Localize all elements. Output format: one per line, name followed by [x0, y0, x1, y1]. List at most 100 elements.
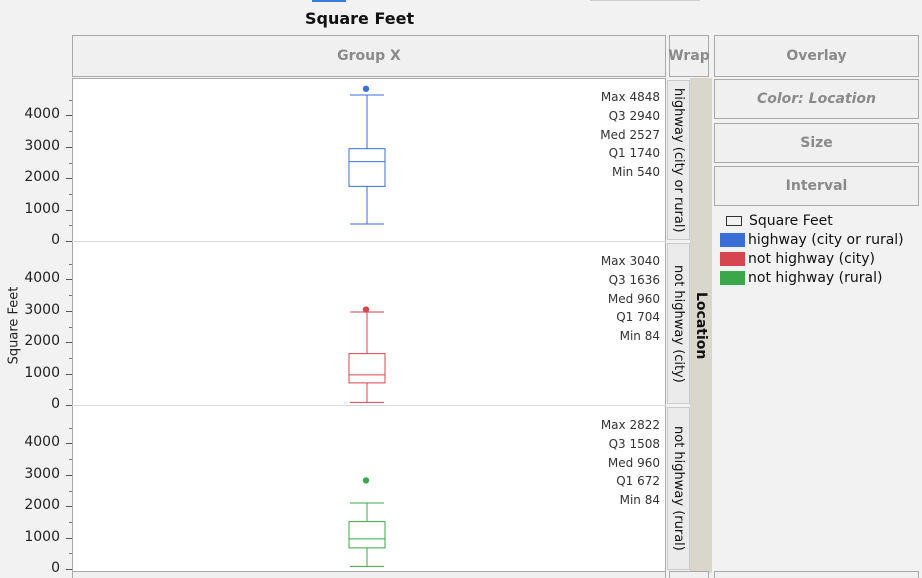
bottom-zone	[72, 571, 666, 578]
legend-item[interactable]: not highway (rural)	[720, 268, 904, 287]
summary-stats: Max 2822 Q3 1508 Med 960 Q1 672 Min 84	[560, 416, 660, 510]
y-tick-label: 0	[51, 560, 60, 576]
y-tick-label: 4000	[24, 434, 60, 451]
y-minor-tick	[69, 295, 72, 297]
y-tick-label: 4000	[24, 270, 60, 287]
y-minor-tick	[69, 389, 72, 391]
y-tick-label: 1000	[24, 200, 60, 217]
legend-item[interactable]: not highway (city)	[720, 249, 904, 268]
y-tick-label: 2000	[24, 333, 60, 350]
y-tick-mark	[66, 115, 72, 117]
wrap-zone[interactable]: Wrap	[668, 35, 710, 77]
y-tick-mark	[66, 342, 72, 344]
y-tick-label: 3000	[24, 137, 60, 154]
stat-line: Q1 704	[616, 310, 660, 325]
legend-title-row: Square Feet	[720, 211, 904, 230]
y-tick-mark	[66, 279, 72, 281]
stat-line: Min 84	[619, 329, 660, 344]
legend-swatch	[720, 251, 745, 266]
y-tick-mark	[66, 537, 72, 539]
outlier-point	[362, 477, 370, 484]
y-minor-tick	[69, 553, 72, 555]
panel-divider	[72, 241, 666, 242]
wrap-strip-3: not highway (rural)	[667, 407, 690, 570]
group-x-zone[interactable]: Group X	[72, 35, 666, 77]
y-tick-mark	[66, 373, 72, 375]
legend-label: not highway (rural)	[748, 269, 883, 286]
y-tick-label: 1000	[24, 528, 60, 545]
wrap-strip-label: not highway (rural)	[671, 426, 686, 551]
y-tick-label: 2000	[24, 497, 60, 514]
y-minor-tick	[69, 162, 72, 164]
legend-item[interactable]: highway (city or rural)	[720, 230, 904, 249]
stat-line: Med 960	[607, 291, 660, 306]
legend-label: highway (city or rural)	[748, 231, 904, 248]
stat-line: Q3 1508	[608, 436, 660, 451]
legend-swatch	[720, 270, 745, 285]
graph-title: Square Feet	[305, 9, 415, 28]
iqr-box	[348, 521, 386, 549]
y-tick-mark	[66, 443, 72, 445]
iqr-box	[348, 148, 386, 187]
y-tick-label: 3000	[24, 465, 60, 482]
panel-divider	[72, 405, 666, 406]
y-tick-mark	[66, 310, 72, 312]
y-tick-mark	[66, 474, 72, 476]
box-plot-icon	[726, 215, 742, 226]
wrap-strip-1: highway (city or rural)	[667, 80, 690, 240]
y-minor-tick	[69, 459, 72, 461]
y-tick-mark	[66, 506, 72, 508]
summary-stats: Max 3040 Q3 1636 Med 960 Q1 704 Min 84	[560, 252, 660, 346]
wrap-strip-label: not highway (city)	[671, 264, 686, 383]
size-zone[interactable]: Size	[714, 123, 919, 163]
stat-line: Q1 672	[616, 474, 660, 489]
y-tick-mark	[66, 146, 72, 148]
tab-divider	[590, 0, 700, 1]
y-tick-label: 0	[51, 232, 60, 248]
interval-zone[interactable]: Interval	[714, 166, 919, 206]
overlay-zone[interactable]: Overlay	[714, 35, 919, 77]
wrap-strip-label: highway (city or rural)	[671, 87, 686, 233]
stat-line: Max 2822	[600, 418, 660, 432]
y-tick-mark	[66, 241, 72, 242]
stat-line: Q1 1740	[608, 146, 660, 161]
legend-title: Square Feet	[749, 212, 833, 229]
y-tick-label: 2000	[24, 169, 60, 186]
y-minor-tick	[69, 131, 72, 133]
y-minor-tick	[69, 225, 72, 227]
stat-line: Q3 1636	[608, 272, 660, 287]
y-minor-tick	[69, 521, 72, 523]
y-tick-label: 3000	[24, 301, 60, 318]
wrap-variable-bar[interactable]: Location	[690, 78, 712, 573]
y-minor-tick	[69, 326, 72, 328]
y-minor-tick	[69, 99, 72, 101]
stat-line: Med 960	[607, 455, 660, 470]
active-tab-indicator	[312, 0, 346, 2]
stat-line: Min 84	[619, 493, 660, 508]
stat-line: Max 4848	[600, 90, 660, 104]
y-tick-mark	[66, 209, 72, 211]
stat-line: Max 3040	[600, 254, 660, 268]
bottom-zone	[669, 571, 709, 578]
legend: Square Feet highway (city or rural) not …	[720, 211, 904, 287]
color-zone[interactable]: Color: Location	[714, 79, 919, 119]
outlier-point	[362, 85, 370, 92]
stat-line: Med 2527	[600, 127, 660, 142]
y-minor-tick	[69, 193, 72, 195]
y-minor-tick	[69, 427, 72, 429]
iqr-box	[348, 353, 386, 384]
wrap-variable-label: Location	[693, 291, 709, 360]
y-tick-label: 1000	[24, 364, 60, 381]
y-tick-label: 4000	[24, 106, 60, 123]
bottom-zone	[714, 571, 919, 578]
legend-label: not highway (city)	[748, 250, 875, 267]
wrap-strip-2: not highway (city)	[667, 243, 690, 404]
y-minor-tick	[69, 357, 72, 359]
outlier-point	[362, 306, 370, 313]
y-tick-mark	[66, 405, 72, 406]
y-minor-tick	[69, 263, 72, 265]
y-tick-mark	[66, 178, 72, 180]
stat-line: Q3 2940	[608, 108, 660, 123]
plot-area[interactable]	[72, 78, 666, 573]
